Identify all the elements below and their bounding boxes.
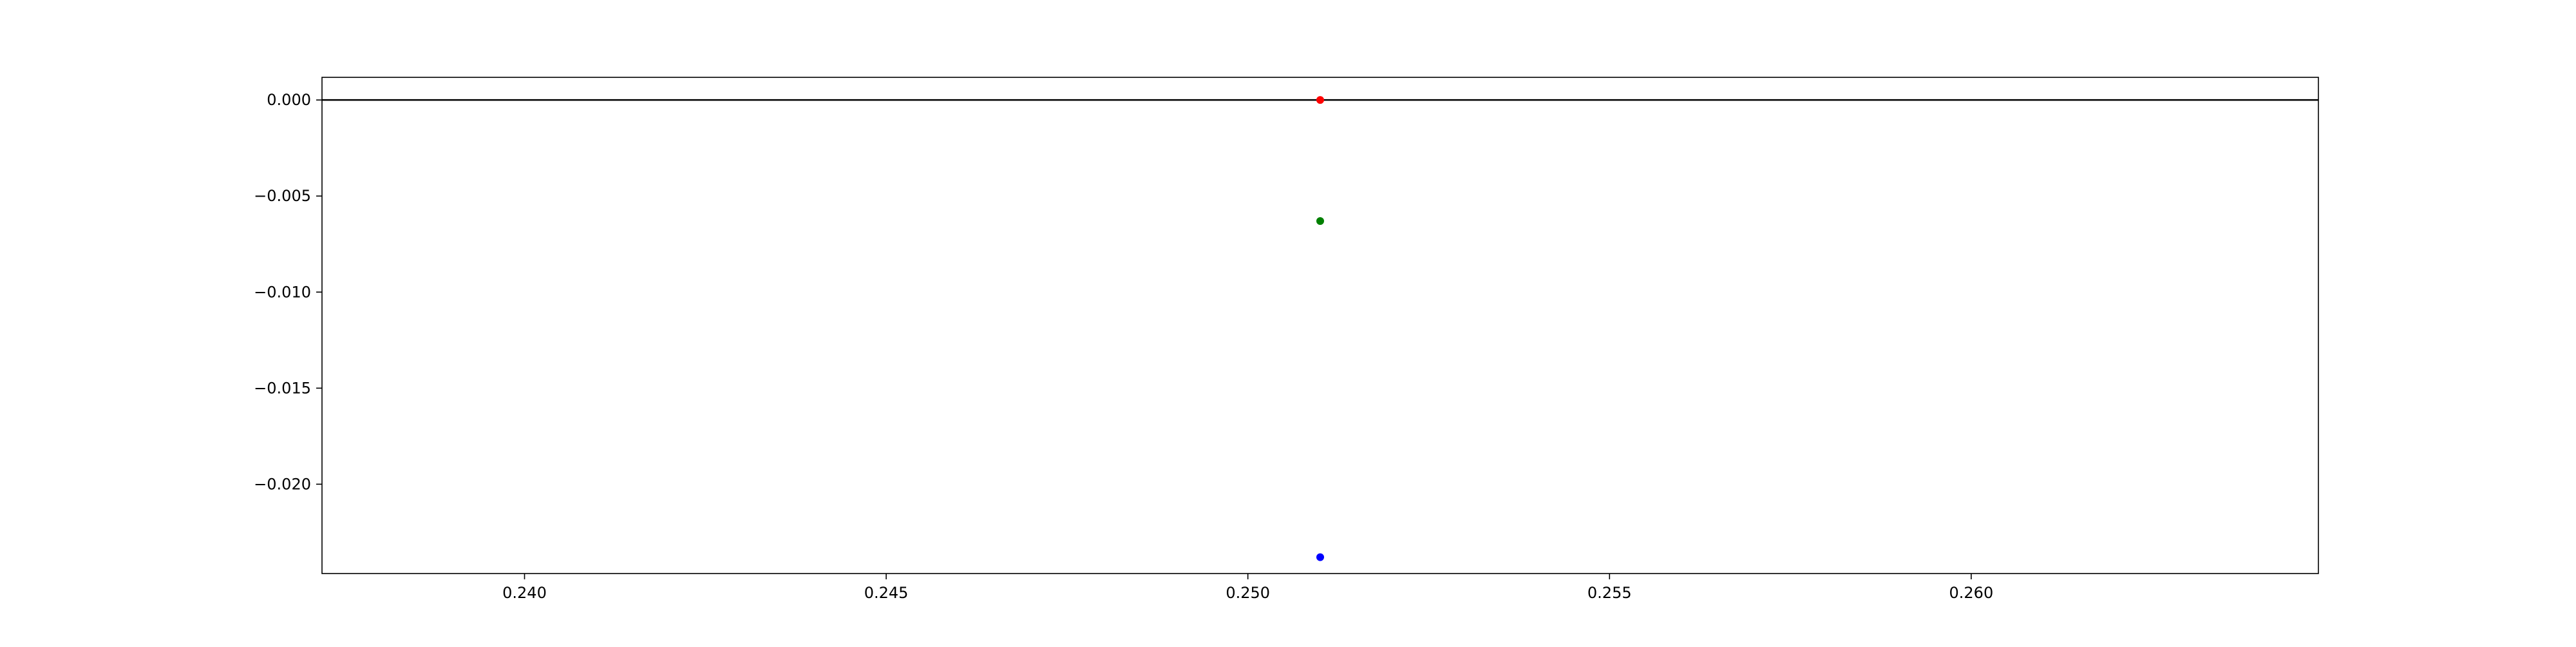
data-point (1316, 96, 1324, 104)
data-point (1316, 553, 1324, 561)
x-tick-label: 0.255 (1587, 584, 1632, 602)
data-point (1316, 217, 1324, 225)
y-tick-label: −0.005 (254, 187, 311, 205)
y-tick-label: −0.015 (254, 379, 311, 397)
x-tick-label: 0.240 (502, 584, 547, 602)
x-tick-label: 0.260 (1949, 584, 1994, 602)
plot-frame (321, 77, 2319, 574)
y-tick-label: −0.020 (254, 475, 311, 493)
y-tick-label: 0.000 (267, 91, 311, 109)
axes: 0.240 0.245 0.250 0.255 0.260 0.000 −0.005 −0.0… (254, 77, 2319, 602)
x-tick-label: 0.245 (864, 584, 909, 602)
y-tick-label: −0.010 (254, 283, 311, 301)
x-tick-label: 0.250 (1226, 584, 1270, 602)
